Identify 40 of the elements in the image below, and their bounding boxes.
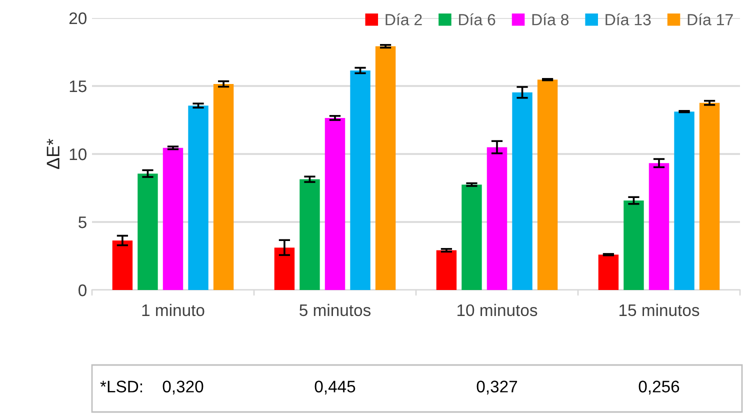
text: 0,327 (476, 380, 518, 394)
bar (112, 240, 133, 290)
y-tick-label: 0 (78, 284, 86, 296)
bar (674, 112, 694, 290)
bar (188, 106, 208, 290)
x-tick-label: 1 minuto (142, 304, 204, 316)
legend-label: Día 17 (688, 13, 733, 26)
bar (436, 250, 457, 290)
bar (350, 70, 370, 290)
text: 0,256 (638, 380, 680, 394)
bar (699, 102, 720, 290)
y-tick-label: 15 (70, 80, 86, 92)
y-tick-label: 20 (69, 12, 86, 24)
bar (213, 84, 234, 290)
legend-label: Día 8 (532, 13, 569, 26)
legend-label: Día 2 (386, 13, 422, 26)
bar (598, 254, 619, 290)
bar (648, 163, 670, 290)
legend-label: Día 13 (606, 13, 651, 26)
x-tick-label: 15 minutos (620, 304, 700, 316)
text: 0,320 (162, 380, 204, 394)
bar (512, 92, 532, 290)
bar (138, 174, 158, 290)
bar (375, 46, 396, 290)
bar (624, 200, 644, 290)
x-tick-label: 5 minutos (300, 304, 371, 316)
bar (486, 147, 508, 290)
bar (162, 148, 184, 290)
bar (274, 248, 295, 290)
bar (324, 118, 346, 290)
legend-label: Día 6 (459, 13, 496, 26)
y-tick-label: 5 (78, 216, 86, 228)
text: *LSD: (100, 380, 142, 392)
text: 0,445 (314, 380, 356, 394)
y-tick-label: 10 (70, 148, 86, 160)
x-tick-label: 10 minutos (458, 304, 538, 316)
bar (537, 80, 558, 290)
bar (300, 179, 320, 290)
y-axis-title: ΔE* (46, 138, 60, 170)
bar (462, 184, 482, 290)
